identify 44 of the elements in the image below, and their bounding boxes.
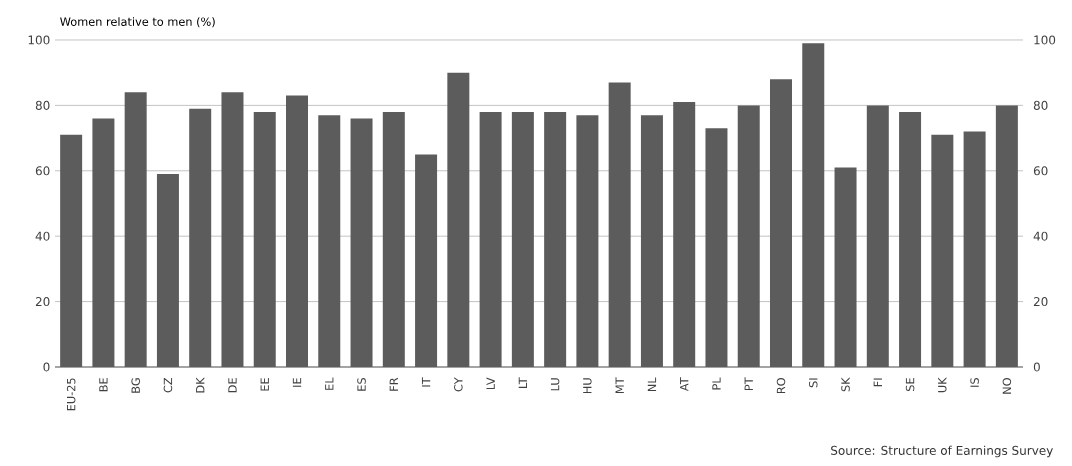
x-tick-label: IS xyxy=(970,378,979,387)
x-tick-label: LT xyxy=(518,377,527,388)
x-tick-label: SK xyxy=(841,377,850,392)
x-tick-label: LV xyxy=(486,377,495,390)
y-axis-title: Women relative to men (%) xyxy=(60,17,215,28)
x-tick-label: MT xyxy=(615,377,624,393)
x-tick-label: CY xyxy=(454,377,463,392)
y-tick-label: 40 xyxy=(35,231,50,241)
x-tick-label: NL xyxy=(647,377,657,392)
x-tick-label: SI xyxy=(808,378,818,388)
x-tick-label: EE xyxy=(260,378,269,391)
y-tick-label: 20 xyxy=(35,297,50,307)
x-tick-label: NO xyxy=(1002,378,1012,394)
x-tick-label: UK xyxy=(938,377,947,393)
y2-tick-label: 20 xyxy=(1033,297,1048,307)
x-tick-label: FR xyxy=(389,377,398,391)
x-tick-label: LU xyxy=(550,378,560,391)
y-tick-label: 60 xyxy=(35,166,50,176)
y2-tick-label: 0 xyxy=(1033,362,1040,372)
y2-tick-label: 80 xyxy=(1033,100,1048,110)
x-tick-label: DK xyxy=(196,377,205,393)
x-tick-label: FI xyxy=(873,378,882,387)
x-tick-label: IE xyxy=(292,378,302,387)
x-tick-label: PL xyxy=(712,377,721,390)
y-tick-label: 100 xyxy=(28,35,50,45)
x-tick-label: BE xyxy=(99,378,108,392)
x-tick-label: SE xyxy=(905,378,915,391)
x-tick-label: RO xyxy=(776,378,786,394)
y2-tick-label: 40 xyxy=(1033,231,1048,241)
source-note: Source: Structure of Earnings Survey xyxy=(831,445,1053,458)
x-tick-label: IT xyxy=(421,377,431,387)
y-tick-label: 80 xyxy=(35,100,50,110)
x-tick-label: BG xyxy=(131,378,140,393)
x-tick-label: ES xyxy=(357,378,366,391)
y-tick-label: 0 xyxy=(43,362,50,372)
y2-tick-label: 100 xyxy=(1034,35,1056,45)
x-tick-label: AT xyxy=(680,377,689,392)
x-tick-label: HU xyxy=(583,378,592,394)
x-tick-label: DE xyxy=(228,378,237,393)
y2-tick-label: 60 xyxy=(1033,166,1048,176)
x-tick-label: PT xyxy=(744,377,753,391)
x-tick-label: CZ xyxy=(163,377,173,393)
x-tick-label: EU-25 xyxy=(66,378,76,411)
x-tick-label: EL xyxy=(325,377,334,390)
